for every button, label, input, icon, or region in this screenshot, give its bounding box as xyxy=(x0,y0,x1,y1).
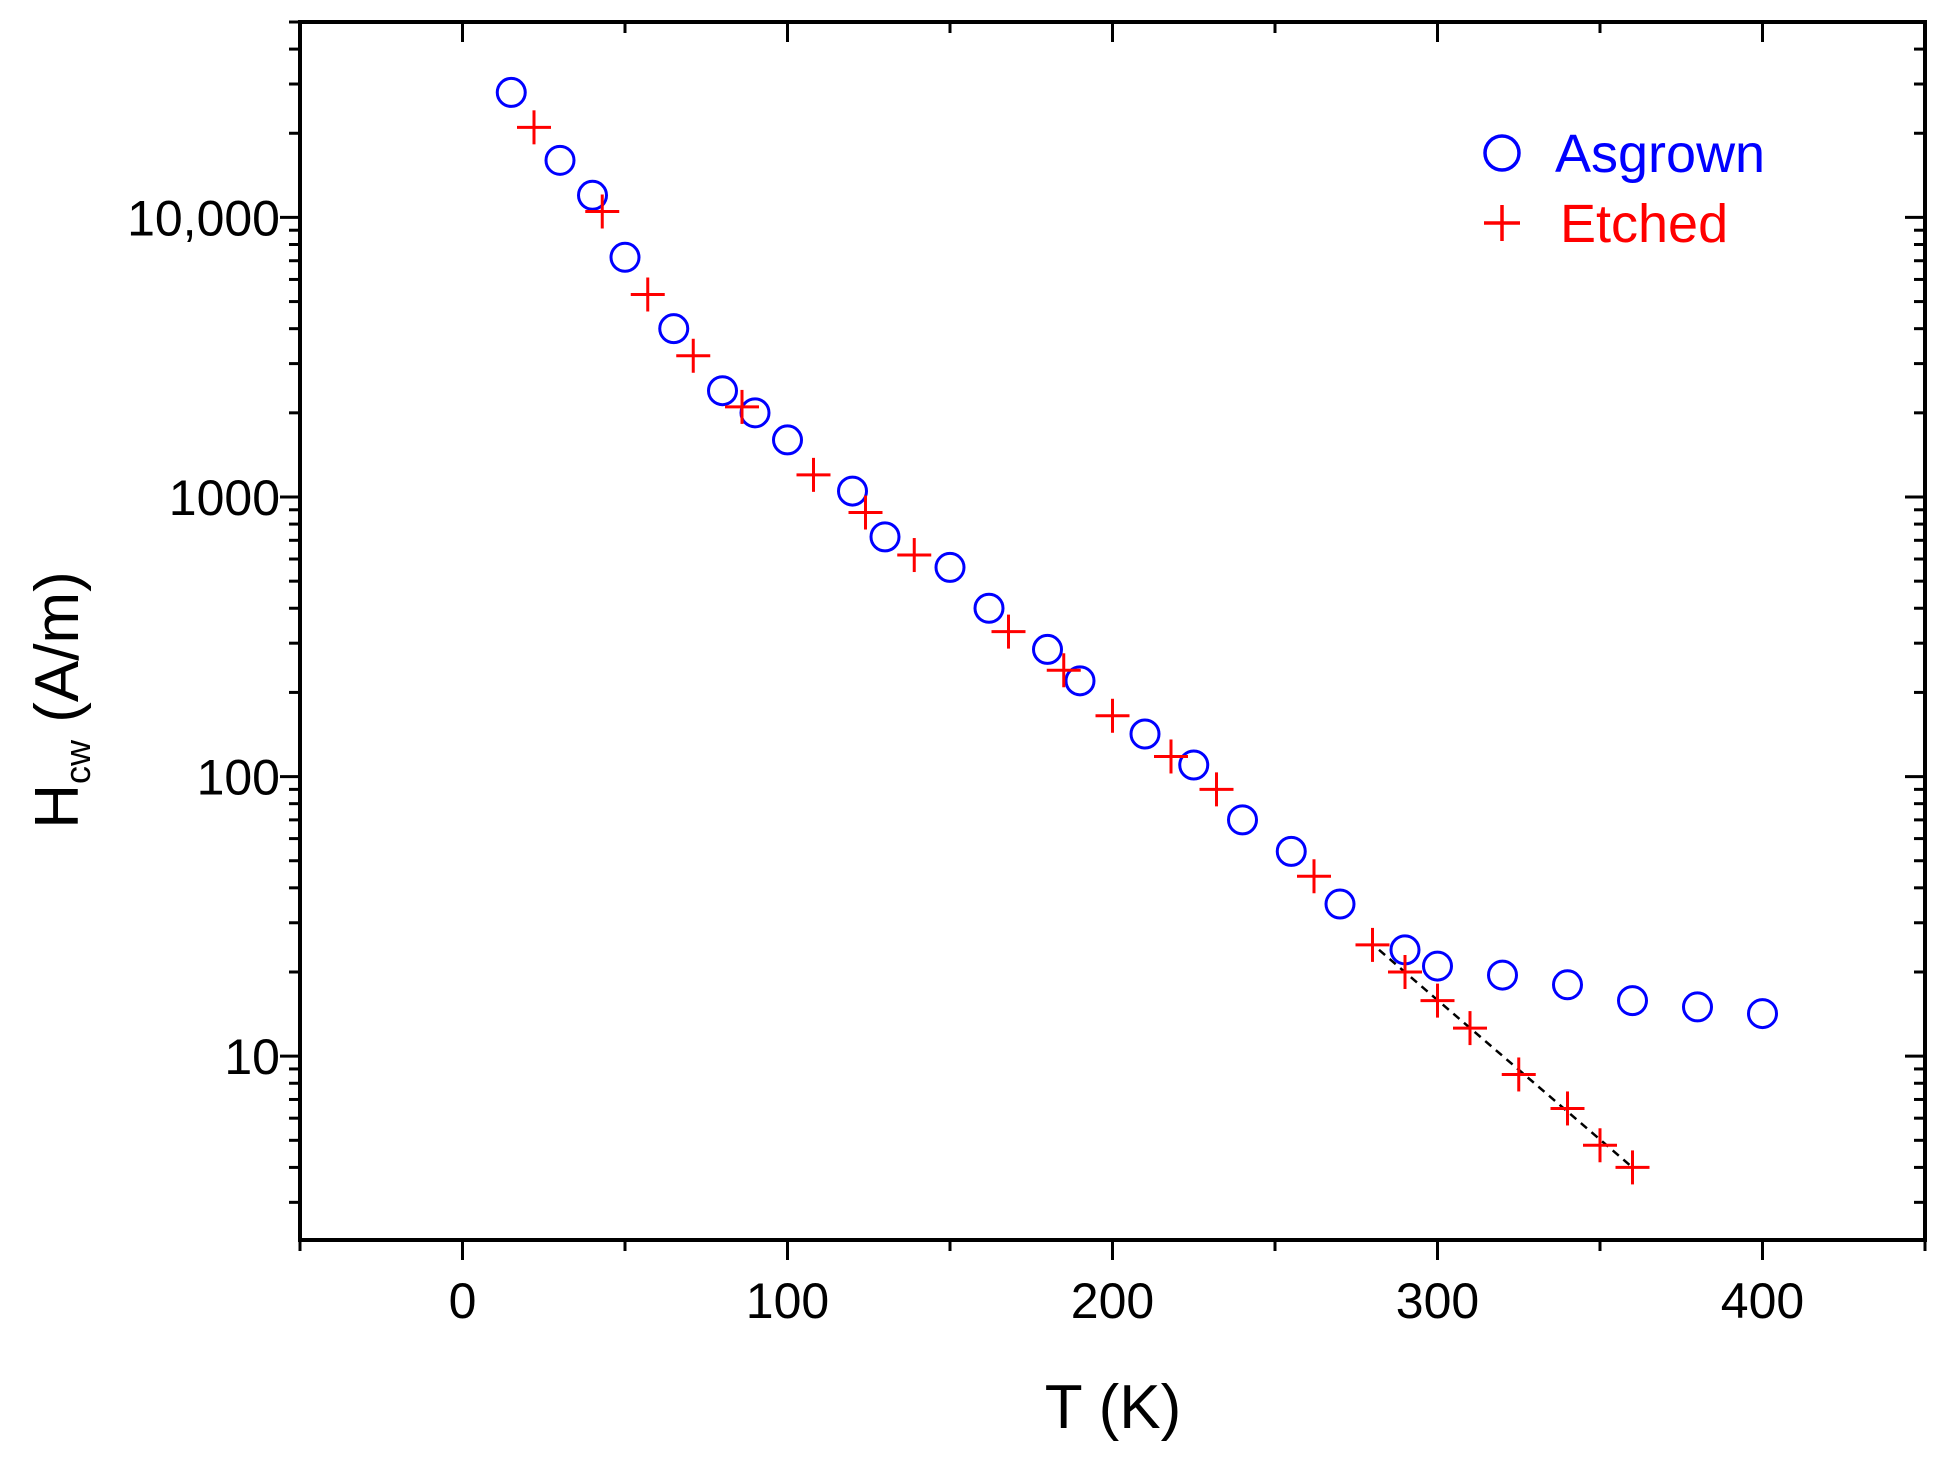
y-axis-ticks xyxy=(280,20,1925,1204)
data-point-etched xyxy=(1355,927,1390,962)
x-tick-label: 100 xyxy=(746,1273,829,1329)
data-point-asgrown xyxy=(869,521,901,553)
data-point-asgrown xyxy=(1064,665,1096,697)
data-point-asgrown xyxy=(1487,959,1518,991)
data-point-asgrown xyxy=(1747,998,1778,1030)
x-axis-ticks xyxy=(298,22,1927,1260)
data-point-asgrown xyxy=(1178,749,1210,781)
data-point-etched xyxy=(1095,698,1130,733)
y-axis-title-subscript: cw xyxy=(57,739,98,784)
x-axis-title: T (K) xyxy=(1045,1373,1182,1442)
data-point-etched xyxy=(1615,1150,1650,1185)
data-point-asgrown xyxy=(609,241,641,273)
data-point-asgrown xyxy=(1552,969,1583,1001)
data-point-asgrown xyxy=(1032,633,1063,665)
data-point-etched xyxy=(848,495,883,530)
data-point-etched xyxy=(1297,859,1331,894)
data-point-etched xyxy=(725,389,759,424)
data-point-asgrown xyxy=(544,144,576,176)
data-point-asgrown xyxy=(837,475,868,507)
y-tick-label: 10 xyxy=(224,1029,280,1085)
data-point-etched xyxy=(1420,983,1455,1018)
legend-marker-asgrown-icon xyxy=(1483,134,1521,172)
data-point-etched xyxy=(897,538,932,573)
y-axis-title-units: (A/m) xyxy=(23,571,92,740)
data-point-etched xyxy=(676,338,711,373)
y-axis-tick-labels: 10 100 1000 10,000 xyxy=(127,190,280,1085)
legend: Asgrown Etched xyxy=(1483,124,1765,254)
x-tick-label: 400 xyxy=(1721,1273,1804,1329)
data-point-etched xyxy=(1154,739,1188,774)
data-point-etched xyxy=(517,110,551,145)
data-point-asgrown xyxy=(1617,985,1648,1017)
data-point-etched xyxy=(796,457,831,492)
data-point-asgrown xyxy=(1275,835,1307,867)
legend-label-asgrown: Asgrown xyxy=(1555,124,1765,184)
data-point-asgrown xyxy=(973,592,1005,624)
y-axis-title-main: H xyxy=(23,784,92,829)
data-point-asgrown xyxy=(707,375,738,407)
data-point-asgrown xyxy=(1324,888,1356,920)
data-point-etched xyxy=(991,614,1026,649)
y-tick-label: 1000 xyxy=(169,470,280,526)
data-point-etched xyxy=(1199,772,1234,807)
data-point-etched xyxy=(1583,1128,1617,1163)
data-point-asgrown xyxy=(577,179,608,211)
data-point-asgrown xyxy=(1422,950,1453,982)
data-point-asgrown xyxy=(934,551,966,583)
legend-label-etched: Etched xyxy=(1560,194,1728,254)
data-point-etched xyxy=(585,194,620,229)
x-axis-tick-labels: 0 100 200 300 400 xyxy=(449,1273,1805,1329)
y-tick-label: 10,000 xyxy=(127,190,280,246)
data-point-etched xyxy=(1453,1011,1487,1046)
x-tick-label: 300 xyxy=(1396,1273,1479,1329)
data-point-asgrown xyxy=(658,313,690,345)
data-point-asgrown xyxy=(1227,804,1258,836)
series-etched xyxy=(517,110,1650,1185)
series-asgrown xyxy=(495,76,1778,1030)
y-tick-label: 100 xyxy=(197,750,280,806)
data-point-asgrown xyxy=(772,424,803,456)
data-point-asgrown xyxy=(1682,991,1713,1023)
series-group xyxy=(495,76,1778,1185)
data-point-asgrown xyxy=(1129,718,1161,750)
data-point-asgrown xyxy=(495,76,527,108)
data-point-etched xyxy=(1046,653,1081,688)
data-point-etched xyxy=(630,277,665,312)
data-point-etched xyxy=(1501,1057,1536,1092)
x-tick-label: 0 xyxy=(449,1273,477,1329)
data-point-etched xyxy=(1388,954,1422,989)
x-tick-label: 200 xyxy=(1071,1273,1154,1329)
data-point-etched xyxy=(1550,1091,1585,1126)
y-axis-title: Hcw (A/m) xyxy=(23,571,98,829)
